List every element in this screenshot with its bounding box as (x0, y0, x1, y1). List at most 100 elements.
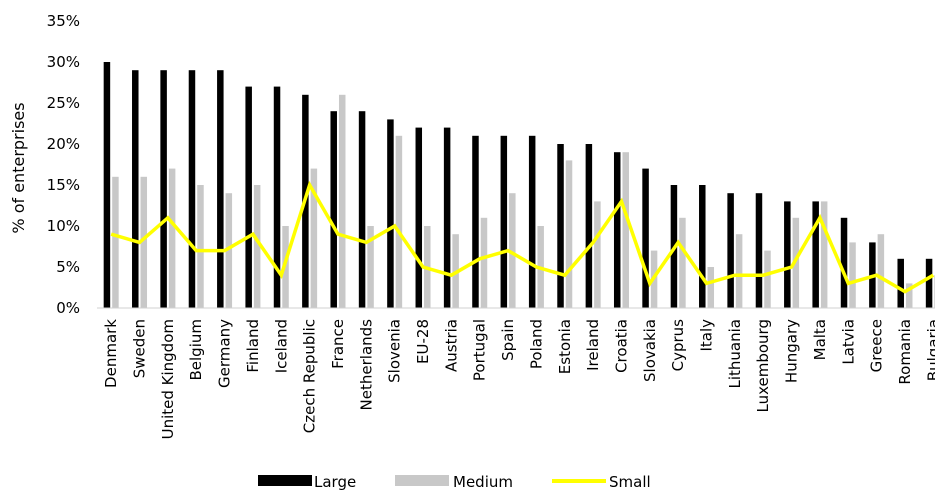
bar-medium (253, 185, 261, 308)
legend-label-large: Large (314, 473, 356, 491)
bar-large (330, 111, 337, 308)
y-tick-label: 20% (47, 135, 80, 153)
category-label: Slovenia (386, 319, 404, 383)
bar-large (472, 135, 479, 308)
category-label: Romania (896, 319, 914, 385)
bar-large (755, 193, 763, 308)
category-label: Luxembourg (754, 319, 772, 413)
category-label: Ireland (584, 319, 602, 371)
bar-large (925, 258, 933, 308)
y-tick-label: 25% (47, 94, 80, 112)
legend-label-medium: Medium (453, 473, 513, 491)
bar-medium (764, 250, 771, 308)
y-axis: 0% 5% 10% 15% 20% 25% 30% 35% (47, 12, 80, 317)
small-series-line (110, 180, 935, 294)
category-label: Lithuania (726, 319, 744, 388)
bar-large (273, 86, 281, 308)
bar-medium (480, 217, 488, 308)
category-label: Croatia (612, 319, 630, 373)
category-label: Netherlands (357, 319, 375, 411)
category-label: United Kingdom (159, 319, 177, 439)
bar-large (557, 144, 564, 308)
bar-large (443, 127, 451, 308)
bar-medium (310, 168, 318, 308)
y-axis-title: % of enterprises (9, 102, 28, 233)
line-small (110, 180, 935, 294)
legend-swatch-large (258, 475, 312, 486)
bar-large (528, 135, 536, 308)
bar-medium (338, 94, 346, 308)
bar-large (160, 70, 167, 308)
category-label: Denmark (102, 319, 120, 388)
category-label: Sweden (131, 319, 149, 378)
y-tick-label: 10% (47, 217, 80, 235)
category-label: Italy (698, 319, 716, 352)
bar-medium (140, 176, 148, 308)
y-tick-label: 5% (56, 258, 80, 276)
bar-medium (367, 226, 374, 308)
bar-medium (735, 234, 743, 308)
y-tick-label: 0% (56, 299, 80, 317)
bar-large (188, 70, 196, 308)
bar-medium (622, 152, 629, 308)
bar-medium (168, 168, 176, 308)
legend-label-small: Small (609, 473, 651, 491)
category-label: Portugal (471, 319, 489, 381)
bar-medium (707, 267, 715, 308)
bar-large (245, 86, 252, 308)
y-tick-label: 35% (47, 12, 80, 30)
bar-large (784, 201, 791, 308)
category-label: Hungary (783, 319, 801, 383)
bar-large (585, 144, 593, 308)
bar-large (387, 119, 394, 309)
category-label: France (329, 319, 347, 369)
category-label: Spain (499, 319, 517, 361)
category-label: Slovakia (641, 319, 659, 382)
bar-large (840, 217, 848, 308)
bar-large (897, 258, 904, 308)
bars (103, 62, 935, 309)
bar-medium (820, 201, 828, 308)
bar-medium (849, 242, 856, 308)
y-tick-label: 15% (47, 176, 80, 194)
legend: Large Medium Small (258, 473, 651, 491)
legend-swatch-medium (395, 475, 449, 486)
bar-medium (905, 283, 913, 308)
bar-medium (565, 160, 573, 308)
category-label: Finland (244, 319, 262, 373)
category-label: EU-28 (414, 319, 432, 364)
bar-large (500, 135, 508, 308)
bar-large (613, 152, 621, 308)
bar-medium (395, 135, 403, 308)
x-axis-labels: Denmark Sweden United Kingdom Belgium German… (102, 319, 935, 440)
bar-large (415, 127, 423, 308)
category-label: Bulgaria (924, 319, 935, 381)
category-label: Germany (216, 319, 234, 388)
category-label: Poland (527, 319, 545, 369)
y-tick-label: 30% (47, 53, 80, 71)
bar-large (132, 70, 139, 308)
bar-large (699, 185, 706, 308)
category-label: Greece (868, 319, 886, 372)
category-label: Cyprus (669, 319, 687, 372)
bar-medium (679, 217, 686, 308)
bar-large (217, 70, 224, 308)
category-label: Estonia (556, 319, 574, 374)
category-label: Belgium (187, 319, 205, 381)
bar-medium (197, 185, 204, 308)
category-label: Latvia (839, 319, 857, 365)
bar-large (642, 168, 649, 308)
category-label: Austria (442, 319, 460, 372)
category-label: Malta (811, 319, 829, 360)
bar-medium (112, 176, 119, 308)
bar-medium (877, 234, 885, 308)
bar-medium (225, 193, 233, 308)
bar-large (358, 111, 366, 308)
bar-medium (594, 201, 601, 308)
bar-medium (509, 193, 516, 308)
bar-large (812, 201, 819, 308)
bar-large (727, 193, 734, 308)
bar-large (103, 62, 111, 308)
category-label: Czech Republic (301, 319, 319, 433)
